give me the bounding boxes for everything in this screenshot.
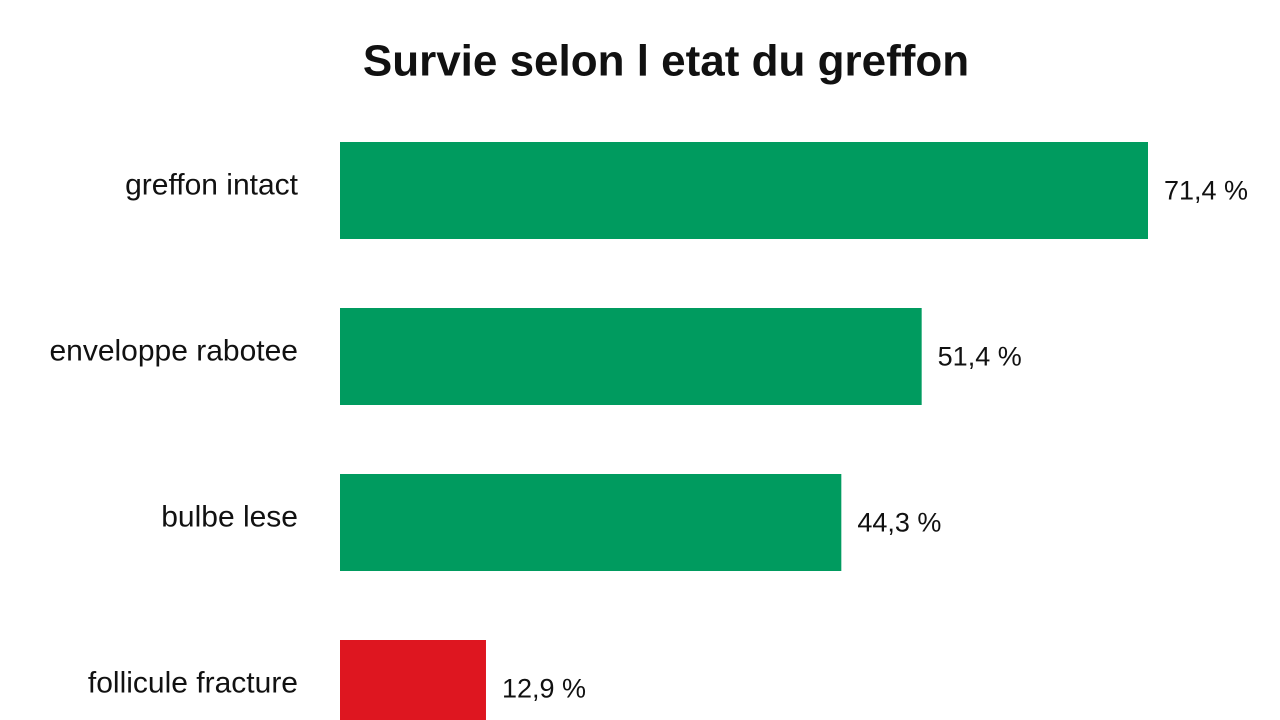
bar (340, 308, 922, 405)
value-label: 71,4 % (1164, 176, 1248, 206)
category-label: follicule fracture (88, 666, 298, 699)
value-label: 44,3 % (857, 508, 941, 538)
bar (340, 474, 842, 571)
bar (340, 142, 1148, 239)
value-label: 51,4 % (938, 342, 1022, 372)
category-label: bulbe lese (161, 500, 298, 533)
category-label: greffon intact (125, 168, 299, 201)
bar (340, 640, 486, 720)
value-label: 12,9 % (502, 674, 586, 704)
chart-title: Survie selon l etat du greffon (363, 37, 969, 86)
category-label: enveloppe rabotee (49, 334, 298, 367)
